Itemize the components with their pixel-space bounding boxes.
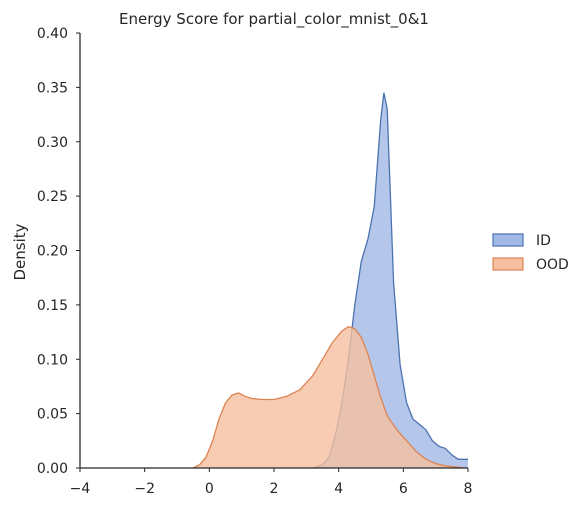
x-ticks: −4 −2 0 2 4 6 8 — [70, 468, 473, 497]
y-tick-label: 0.00 — [37, 461, 68, 477]
x-tick-label: −4 — [70, 481, 91, 497]
y-ticks: 0.00 0.05 0.10 0.15 0.20 0.25 0.30 0.35 0.40 — [37, 26, 80, 477]
chart-title: Energy Score for partial_color_mnist_0&1 — [119, 10, 429, 29]
plot-series — [192, 92, 468, 469]
y-tick-label: 0.35 — [37, 80, 68, 96]
y-tick-label: 0.25 — [37, 189, 68, 205]
legend-swatch-id — [492, 233, 524, 247]
x-tick-label: −2 — [134, 481, 155, 497]
y-tick-label: 0.40 — [37, 26, 68, 42]
legend: ID OOD — [492, 233, 569, 273]
y-tick-label: 0.05 — [37, 407, 68, 423]
x-tick-label: 6 — [399, 481, 408, 497]
legend-label-id: ID — [536, 233, 551, 249]
x-tick-label: 0 — [205, 481, 214, 497]
series-area-ood — [193, 326, 465, 468]
y-tick-label: 0.30 — [37, 135, 68, 151]
y-tick-label: 0.15 — [37, 298, 68, 314]
y-tick-label: 0.20 — [37, 244, 68, 260]
y-axis-label: Density — [11, 223, 29, 280]
x-tick-label: 4 — [334, 481, 343, 497]
x-tick-label: 2 — [270, 481, 279, 497]
x-tick-label: 8 — [464, 481, 473, 497]
series-line-ood — [192, 325, 465, 469]
legend-swatch-ood — [492, 257, 524, 271]
legend-label-ood: OOD — [536, 257, 569, 273]
y-tick-label: 0.10 — [37, 352, 68, 368]
